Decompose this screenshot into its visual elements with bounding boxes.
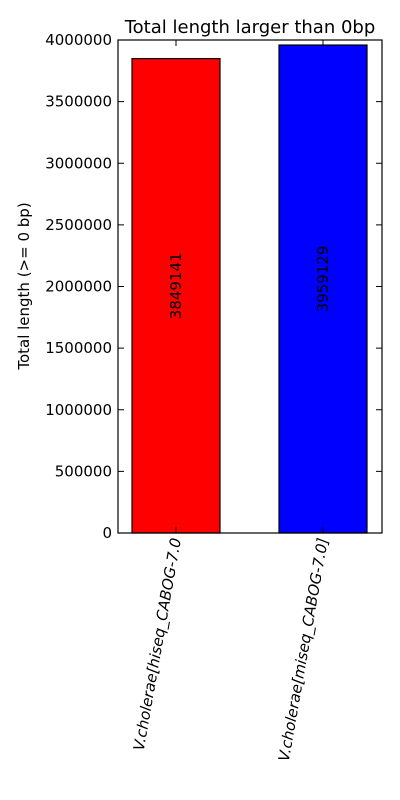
bar-value-label: 3849141 bbox=[167, 252, 185, 319]
y-tick-label: 500000 bbox=[55, 462, 112, 480]
bar-value-label: 3959129 bbox=[314, 246, 332, 313]
y-tick-label: 1000000 bbox=[45, 401, 112, 419]
y-axis-ticks: 0 500000 1000000 1500000 2000000 2500000 30000… bbox=[45, 31, 382, 542]
bar-1 bbox=[278, 44, 368, 534]
y-tick-label: 0 bbox=[102, 524, 112, 542]
chart-title: Total length larger than 0bp bbox=[124, 17, 376, 38]
y-axis-label: Total length (>= 0 bp) bbox=[15, 202, 33, 370]
y-tick-label: 4000000 bbox=[45, 31, 112, 49]
x-tick-label: V.cholerae[miseq_CABOG-7.0] bbox=[275, 536, 333, 762]
x-tick-label: V.cholerae[hiseq_CABOG-7.0 bbox=[130, 537, 186, 753]
value-labels: 3849141 3959129 bbox=[167, 246, 332, 320]
y-tick-label: 1500000 bbox=[45, 339, 112, 357]
plot-frame bbox=[117, 39, 383, 534]
y-tick-label: 3500000 bbox=[45, 93, 112, 111]
y-tick-label: 2000000 bbox=[45, 278, 112, 296]
bar-0 bbox=[131, 57, 221, 534]
y-tick-label: 3000000 bbox=[45, 154, 112, 172]
bars bbox=[131, 44, 368, 534]
y-tick-label: 2500000 bbox=[45, 216, 112, 234]
